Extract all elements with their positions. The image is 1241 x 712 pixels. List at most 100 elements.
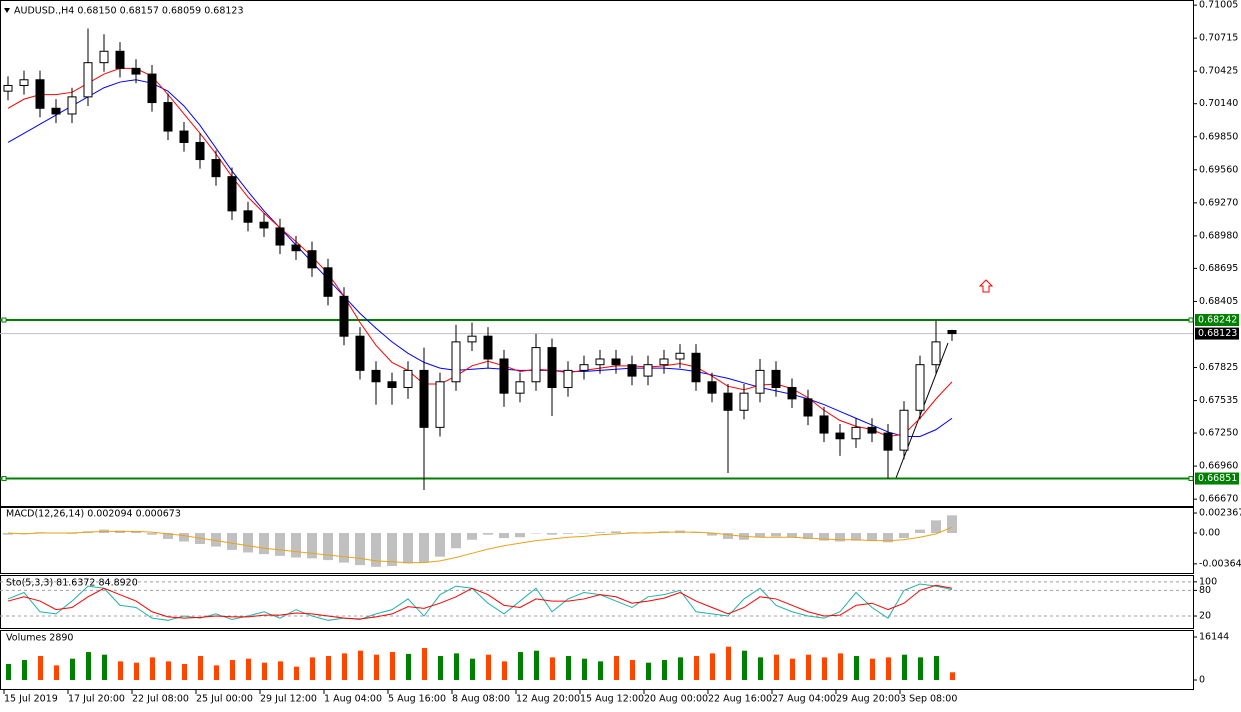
candle-body: [835, 432, 845, 440]
volume-bar: [934, 656, 939, 681]
candle-body: [787, 386, 797, 400]
level-label: 0.68123: [1198, 328, 1237, 339]
macd-bar: [163, 533, 173, 539]
x-tick-label: 5 Aug 16:00: [388, 694, 446, 705]
volume-bar: [678, 657, 683, 681]
volume-bar: [614, 656, 619, 681]
volume-bar: [422, 648, 427, 681]
volume-bar: [278, 661, 283, 681]
macd-bar: [579, 533, 589, 534]
candle-body: [531, 347, 541, 383]
volume-bar: [374, 654, 379, 681]
y-tick-label: 0.69560: [1199, 164, 1238, 175]
stoch-title: Sto(5,3,3) 81.6372 84.8920: [6, 578, 138, 589]
volume-bar: [854, 656, 859, 681]
candle-body: [755, 369, 765, 394]
volume-bar: [294, 666, 299, 681]
volume-bar: [694, 656, 699, 681]
y-tick-label: 0.68405: [1199, 296, 1238, 307]
volume-bar: [6, 664, 11, 681]
y-tick-label: 0.66960: [1199, 461, 1238, 472]
candle-body: [771, 369, 781, 388]
volume-bar: [758, 657, 763, 681]
macd-title: MACD(12,26,14) 0.002094 0.000673: [6, 509, 181, 520]
x-tick-label: 12 Aug 20:00: [516, 694, 580, 705]
volume-bar: [38, 656, 43, 681]
volume-bar: [726, 646, 731, 681]
candle-body: [675, 352, 685, 360]
x-tick-label: 22 Jul 08:00: [132, 694, 189, 705]
volume-bar: [118, 661, 123, 681]
volume-bar: [534, 650, 539, 681]
volume-bar: [486, 654, 491, 681]
stoch-signal-line: [7, 584, 953, 620]
level-label-box: [1195, 327, 1239, 340]
volume-bar: [54, 665, 59, 681]
volume-bar: [22, 660, 27, 681]
volume-bar: [950, 672, 955, 681]
candle-body: [931, 341, 941, 366]
volume-bar: [326, 656, 331, 681]
y-tick-label: 0.66670: [1199, 494, 1238, 505]
macd-bar: [819, 533, 829, 541]
candle-body: [467, 335, 477, 343]
candle-body: [115, 50, 125, 69]
candle-body: [803, 398, 813, 417]
candle-body: [99, 50, 109, 64]
macd-bar: [371, 533, 381, 567]
macd-panel-frame: [0, 507, 1194, 574]
level-handle: [1, 317, 7, 323]
macd-bar: [515, 533, 525, 538]
candle-body: [211, 159, 221, 178]
macd-bar: [499, 533, 509, 539]
macd-bar: [147, 533, 157, 535]
candle-body: [355, 335, 365, 371]
x-tick-label: 27 Aug 04:00: [772, 694, 836, 705]
symbol-menu-icon[interactable]: [4, 8, 10, 13]
y-tick-label: 16144: [1199, 631, 1229, 642]
volume-bar: [166, 661, 171, 681]
volume-bar: [822, 657, 827, 681]
candle-body: [947, 329, 957, 335]
candle-body: [371, 369, 381, 383]
y-tick-label: 0.68695: [1199, 263, 1238, 274]
y-tick-label: 0.00: [1199, 528, 1220, 539]
macd-bar: [723, 533, 733, 539]
macd-bar: [435, 533, 445, 557]
volume-bar: [806, 654, 811, 681]
volume-bar: [790, 658, 795, 681]
level-label-box: [1195, 472, 1239, 485]
macd-bar: [403, 533, 413, 564]
macd-bar: [595, 532, 605, 534]
level-handle: [1, 476, 7, 482]
macd-bar: [771, 533, 781, 537]
volume-bar: [70, 658, 75, 681]
x-tick-label: 22 Aug 16:00: [708, 694, 772, 705]
stoch-panel-frame: [0, 575, 1194, 629]
volume-title: Volumes 2890: [6, 633, 73, 644]
candle-body: [227, 176, 237, 212]
candle-body: [403, 369, 413, 388]
level-label-box: [1195, 314, 1239, 327]
y-tick-label: 0.69850: [1199, 131, 1238, 142]
volume-bar: [342, 653, 347, 681]
volume-bar: [470, 658, 475, 681]
macd-bar: [355, 533, 365, 566]
candle-body: [147, 73, 157, 104]
macd-bar: [19, 533, 29, 534]
candle-body: [867, 426, 877, 434]
candle-body: [19, 79, 29, 86]
candle-body: [339, 295, 349, 337]
candle-body: [851, 426, 861, 440]
candle-body: [243, 210, 253, 223]
macd-bar: [211, 533, 221, 547]
macd-bar: [899, 533, 909, 539]
main-panel-frame: [0, 0, 1194, 507]
x-tick-label: 29 Jul 12:00: [260, 694, 317, 705]
candle-body: [3, 84, 13, 92]
y-tick-label: 0.70425: [1199, 66, 1238, 77]
volume-bar: [438, 656, 443, 681]
candle-body: [739, 392, 749, 411]
candle-body: [259, 221, 269, 229]
